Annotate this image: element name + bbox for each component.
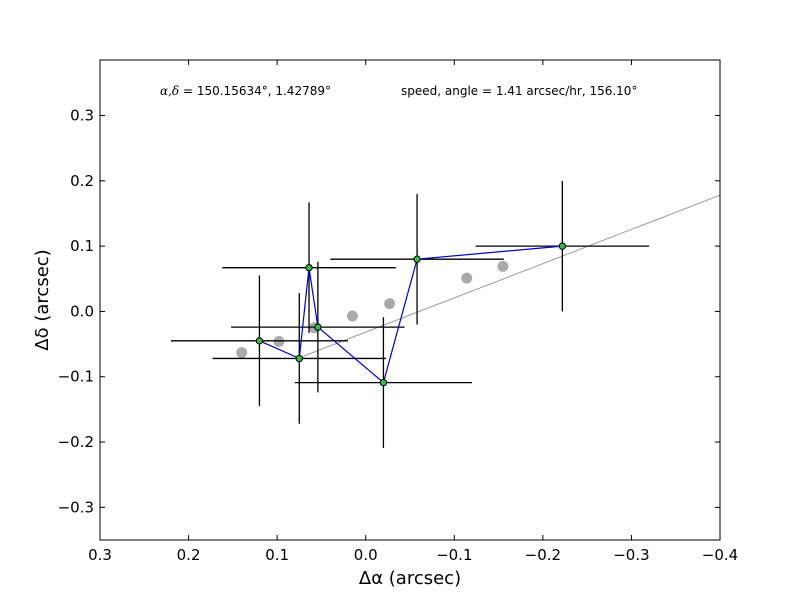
y-tick-label-3: −0.1 [58, 368, 94, 386]
model-point-2 [273, 335, 285, 347]
measured-point-6 [413, 255, 421, 263]
measured-point-7 [558, 242, 567, 250]
model-point-6 [461, 272, 473, 284]
model-point-4 [346, 310, 358, 322]
fit-line-layer [299, 194, 721, 359]
y-tick-label-4: 0.0 [70, 302, 94, 320]
x-tick-label-5: −0.1 [436, 546, 472, 564]
plot-frame [99, 59, 721, 541]
y-tick-label-1: −0.3 [58, 498, 94, 516]
x-tick-label-1: 0.3 [88, 546, 112, 564]
model-point-7 [497, 260, 509, 272]
y-axis-label: Δδ (arcsec) [32, 249, 53, 350]
measured-point-1 [255, 337, 264, 345]
model-point-1 [236, 347, 248, 359]
y-tick-label-7: 0.3 [70, 107, 94, 125]
measured-point-2 [295, 354, 303, 363]
measured-point-5 [379, 378, 388, 387]
measured-markers-layer [255, 242, 567, 387]
y-tick-label-2: −0.2 [58, 433, 94, 451]
x-tick-label-8: −0.4 [702, 546, 738, 564]
y-tick-label-6: 0.2 [70, 172, 94, 190]
x-tick-label-6: −0.2 [525, 546, 561, 564]
axis-ticks-layer: 0.3 0.2 0.1 0.0 −0.1 −0.2 −0.3 −0.4 −0.3 −0.2 −0.1… [58, 60, 738, 564]
annotation-coords: α,δ = 150.15634°, 1.42789° [160, 84, 331, 98]
fit-line [299, 194, 721, 359]
y-tick-label-5: 0.1 [70, 237, 94, 255]
model-point-5 [384, 298, 396, 310]
x-tick-label-2: 0.2 [177, 546, 201, 564]
x-tick-label-7: −0.3 [613, 546, 649, 564]
measured-point-4 [314, 323, 322, 331]
x-tick-label-3: 0.1 [265, 546, 289, 564]
measured-point-3 [305, 263, 313, 272]
x-tick-label-4: 0.0 [354, 546, 378, 564]
x-axis-label: Δα (arcsec) [359, 568, 461, 589]
annotation-speed: speed, angle = 1.41 arcsec/hr, 156.10° [401, 84, 637, 98]
